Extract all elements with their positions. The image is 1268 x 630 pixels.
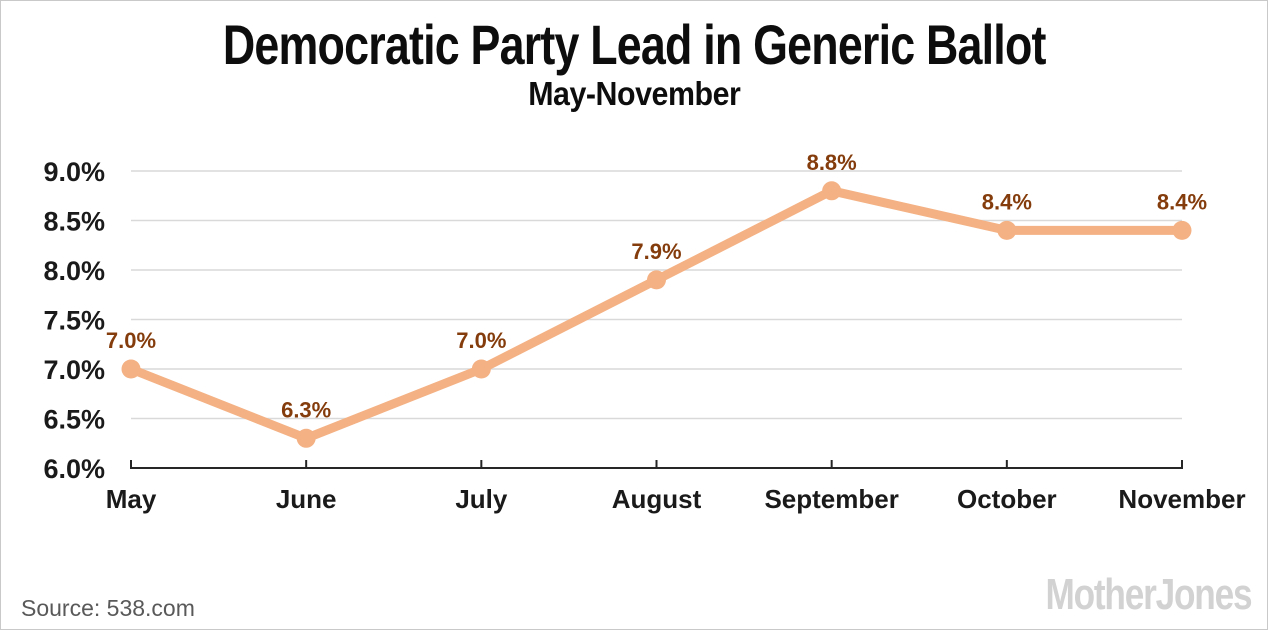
chart-title-row: Democratic Party Lead in Generic Ballot	[1, 17, 1267, 73]
data-point-marker	[471, 359, 491, 379]
motherjones-logo: MotherJones	[1045, 570, 1252, 619]
data-point-label: 8.4%	[1157, 189, 1207, 214]
chart-subtitle: May-November	[527, 75, 741, 112]
y-axis-label: 6.0%	[43, 454, 105, 484]
x-axis-label: June	[276, 484, 337, 514]
data-point-marker	[121, 359, 141, 379]
chart-title: Democratic Party Lead in Generic Ballot	[222, 13, 1047, 76]
x-axis-label: November	[1118, 484, 1245, 514]
y-axis-label: 8.5%	[43, 207, 105, 237]
data-point-marker	[997, 220, 1017, 240]
source-credit: Source: 538.com	[21, 595, 195, 621]
data-point-label: 7.9%	[631, 239, 681, 264]
y-axis-label: 8.0%	[43, 256, 105, 286]
chart-subtitle-row: May-November	[1, 77, 1267, 110]
data-point-label: 7.0%	[106, 328, 156, 353]
y-axis-label: 7.5%	[43, 306, 105, 336]
data-point-marker	[1172, 220, 1192, 240]
data-point-label: 8.4%	[982, 189, 1032, 214]
data-point-marker	[822, 181, 842, 201]
data-point-label: 8.8%	[807, 150, 857, 175]
data-point-marker	[296, 428, 316, 448]
y-axis-label: 6.5%	[43, 405, 105, 435]
data-point-label: 6.3%	[281, 397, 331, 422]
y-axis-label: 9.0%	[43, 157, 105, 187]
data-point-label: 7.0%	[456, 328, 506, 353]
x-axis-label: October	[957, 484, 1057, 514]
x-axis-label: May	[106, 484, 157, 514]
y-axis-label: 7.0%	[43, 355, 105, 385]
data-point-marker	[647, 270, 666, 290]
x-axis-label: July	[455, 484, 508, 514]
x-axis-label: September	[764, 484, 898, 514]
x-axis-label: August	[612, 484, 702, 514]
